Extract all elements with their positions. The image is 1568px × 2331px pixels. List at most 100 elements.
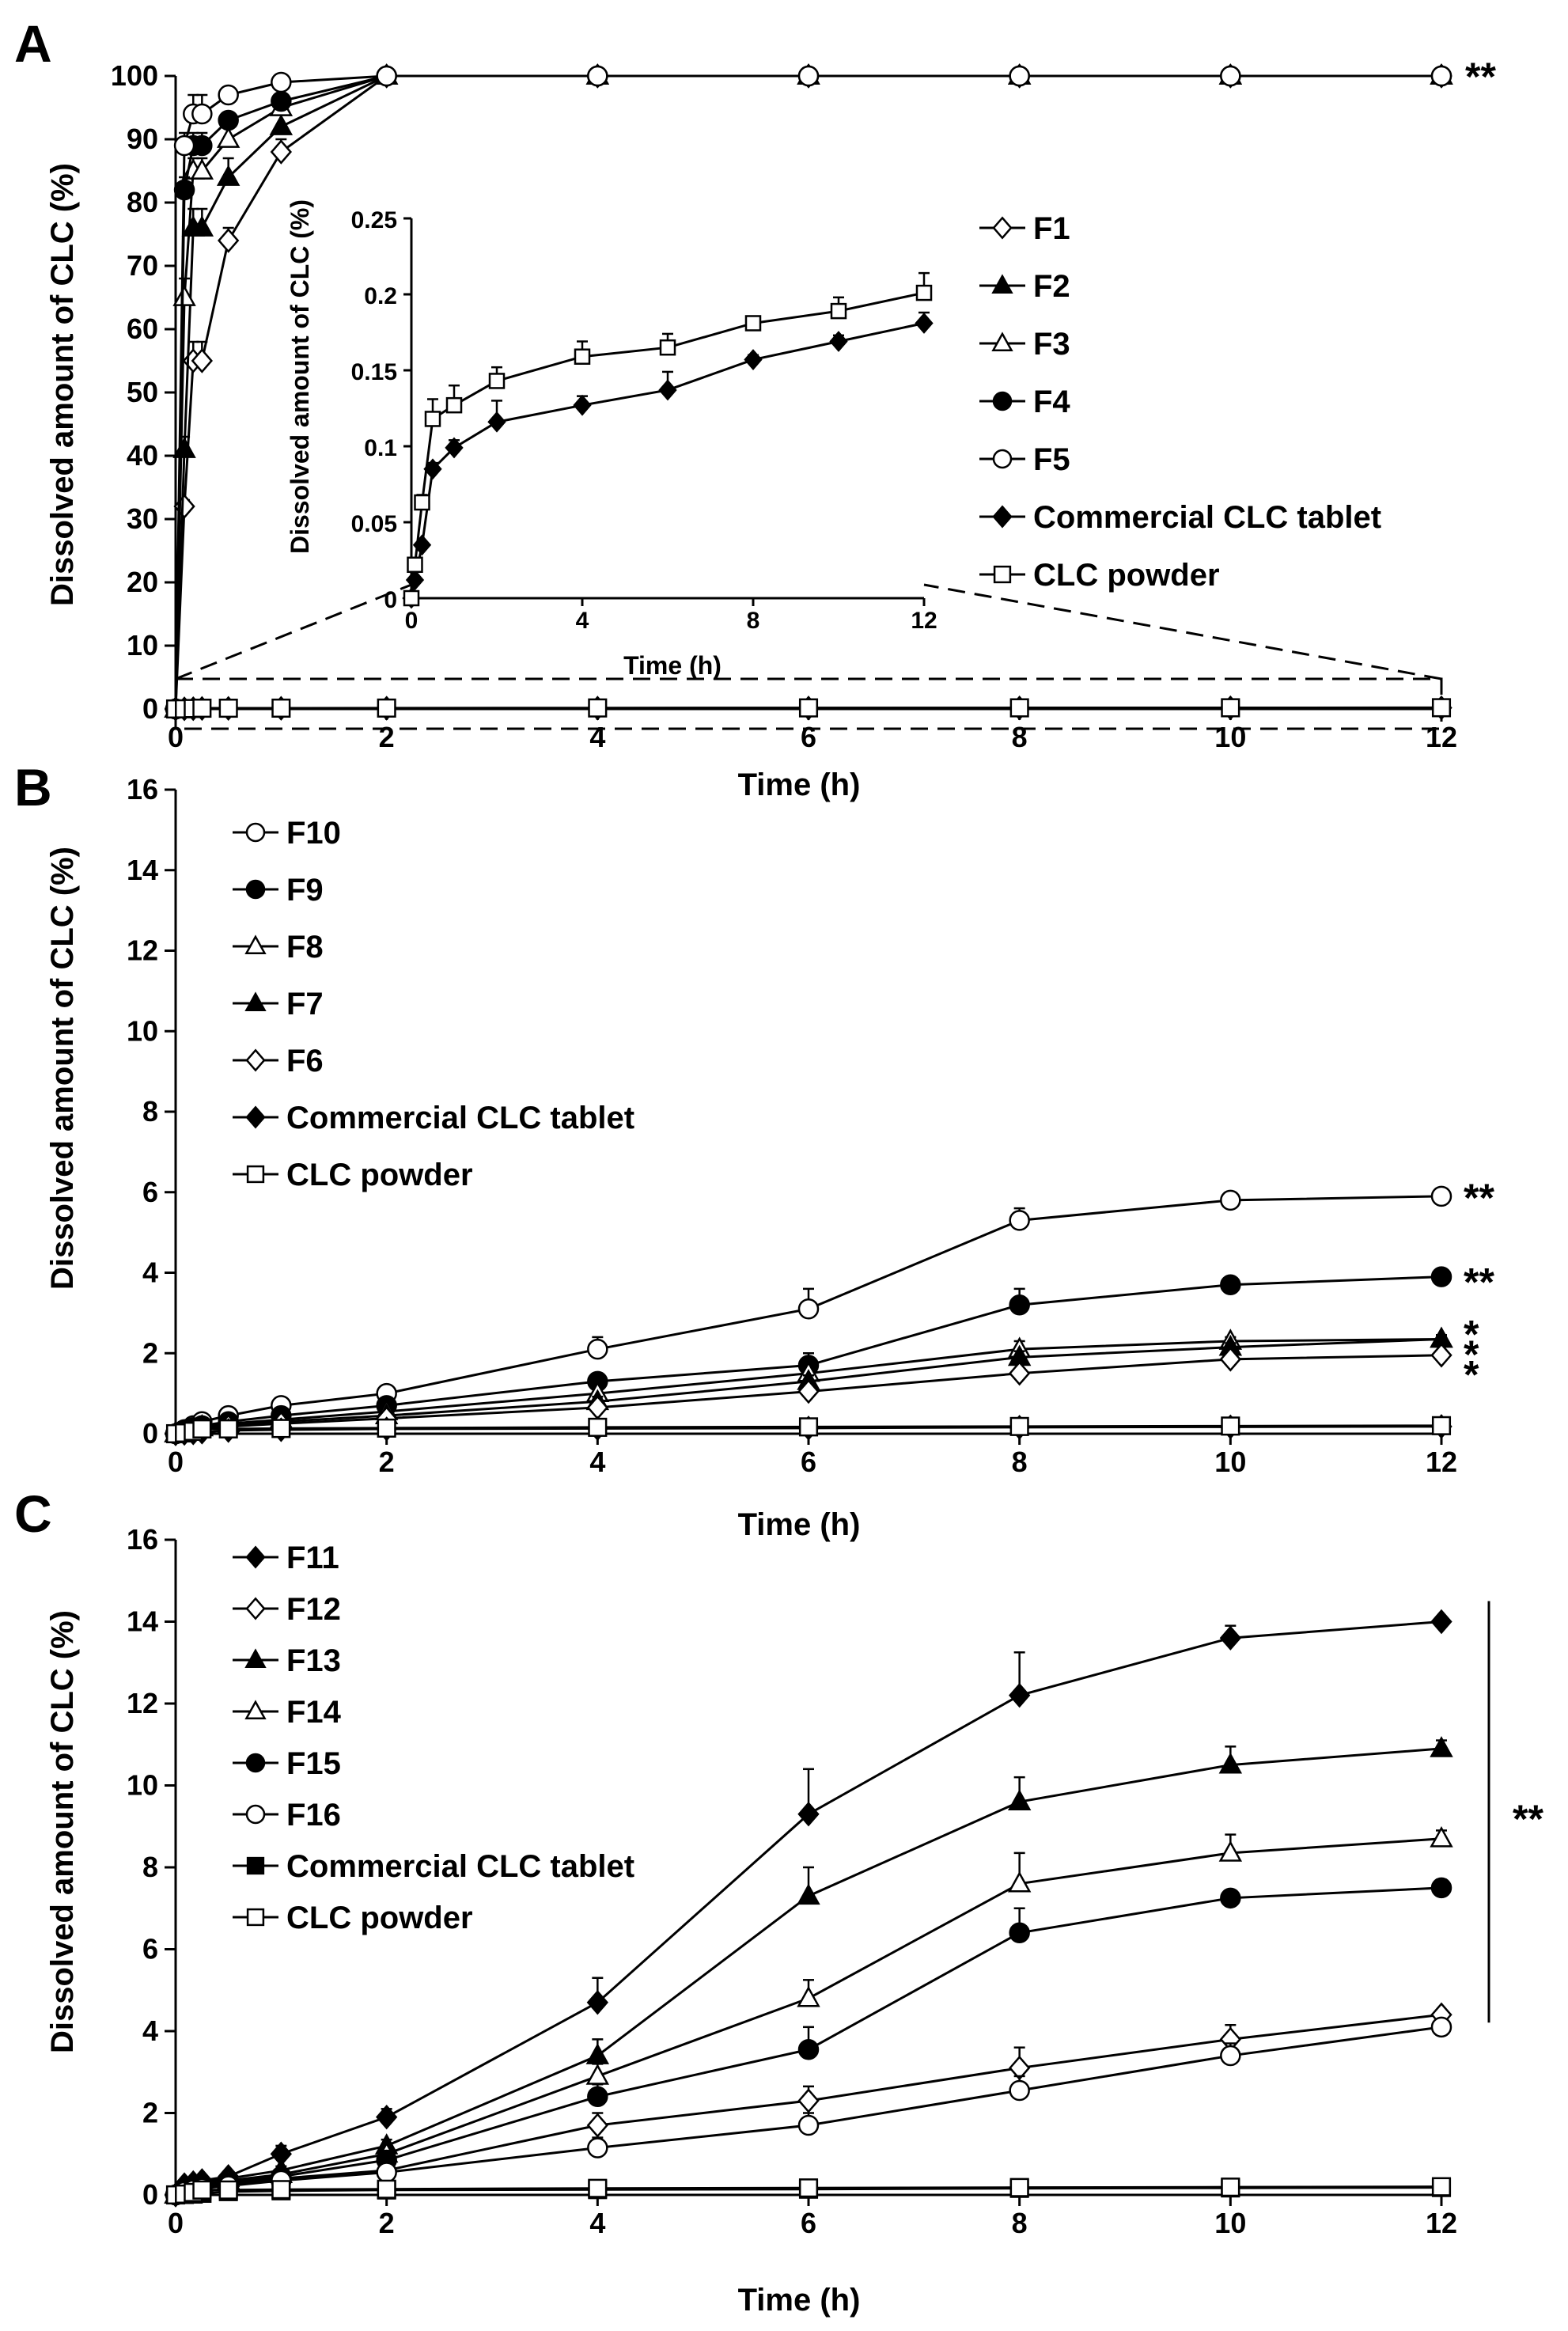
panel-a-series-clc-powder-point xyxy=(1431,698,1452,718)
panel-b-y-tick-label: 6 xyxy=(142,1176,158,1208)
panel-a-series-f1 xyxy=(165,63,1452,722)
panel-a-legend-label: F5 xyxy=(1033,442,1070,477)
panel-c-y-tick-label: 6 xyxy=(142,1933,158,1965)
panel-c-series-clc-powder-point xyxy=(271,2180,291,2200)
inset-series-clc-powder-point xyxy=(488,373,506,389)
panel-c-series-clc-powder-point xyxy=(1221,2177,1240,2197)
panel-c-series-clc-powder xyxy=(165,2177,1452,2205)
panel-b-series-f9-point xyxy=(1009,1294,1030,1316)
panel-b-y-tick-label: 8 xyxy=(142,1095,158,1128)
panel-c-x-tick-label: 0 xyxy=(168,2207,184,2239)
inset-x-tick-label: 8 xyxy=(747,608,760,634)
panel-a-series-f5-point xyxy=(218,84,239,106)
panel-c-legend-label: F12 xyxy=(286,1592,341,1627)
panel-c-series-f15-point xyxy=(1220,1887,1241,1909)
panel-b-legend-label: F10 xyxy=(286,816,341,851)
panel-c-series-f16-point xyxy=(1220,2045,1241,2067)
panel-c-series-f13-point xyxy=(797,1883,820,1905)
panel-c-x-tick-label: 10 xyxy=(1214,2207,1246,2239)
panel-c-y-tick-label: 16 xyxy=(127,1523,158,1556)
panel-b-x-tick-label: 12 xyxy=(1426,1446,1457,1478)
panel-c-legend-item-f12: F12 xyxy=(233,1592,341,1627)
panel-c-legend-item-f16: F16 xyxy=(233,1798,341,1833)
panel-c-series-f15-point xyxy=(797,2039,820,2060)
panel-b-legend-label: F9 xyxy=(286,873,324,908)
panel-a-series-f3-line xyxy=(174,74,1441,710)
panel-c-y-tick-label: 4 xyxy=(142,2015,158,2047)
panel-a-legend-label: Commercial CLC tablet xyxy=(1033,500,1381,535)
inset-series-clc-powder-point xyxy=(403,589,420,607)
panel-a-series-clc-powder-point xyxy=(798,698,819,718)
panel-c-y-tick-label: 8 xyxy=(142,1851,158,1883)
panel-a-y-tick-label: 60 xyxy=(127,313,158,345)
panel-c-series-f14-point xyxy=(797,1985,820,2007)
panel-a-x-tick-label: 0 xyxy=(168,721,184,753)
panel-c-series-f16-point xyxy=(1009,2079,1030,2102)
panel-a: A Dissolved amount of CLC (%) Time (h) 0… xyxy=(14,14,1496,802)
panel-b-y-tick-label: 4 xyxy=(142,1256,158,1289)
panel-a-legend-marker xyxy=(991,332,1013,352)
panel-c-significance-mark: ** xyxy=(1513,1797,1543,1841)
panel-c-series-clc-powder-point xyxy=(588,2178,608,2198)
panel-a-series-f1-line xyxy=(174,74,1441,710)
panel-a-series-f3-point xyxy=(216,127,241,148)
panel-a-series-f4-point xyxy=(271,90,292,112)
panel-a-series-f2-point xyxy=(269,114,294,135)
panel-c-series-f13-point xyxy=(1430,1736,1453,1757)
panel-c-y-tick-label: 10 xyxy=(127,1769,158,1802)
panel-b-legend-marker xyxy=(246,1165,265,1184)
panel-a-series-f5 xyxy=(165,65,1452,720)
panel-a-letter: A xyxy=(14,14,52,73)
panel-c-series-f16-point xyxy=(797,2114,820,2136)
panel-a-series-f5-point xyxy=(587,65,608,87)
panel-b-legend-label: CLC powder xyxy=(286,1158,473,1192)
panel-c-series-f14-point xyxy=(1430,1825,1453,1848)
panel-b-series-f9-point xyxy=(1430,1266,1452,1287)
panel-c-legend-marker xyxy=(246,1908,265,1927)
panel-c-legend-marker xyxy=(245,1753,266,1773)
panel-a-series-f5-point xyxy=(1430,65,1452,87)
inset-y-tick-label: 0.15 xyxy=(351,359,397,385)
inset-series-clc-powder-point xyxy=(830,302,847,320)
panel-c-legend-label: F11 xyxy=(286,1541,339,1575)
panel-c-series-f16-point xyxy=(376,2162,397,2183)
panel-a-legend-item-f3: F3 xyxy=(979,327,1070,362)
panel-c-series-f11-point xyxy=(1430,1609,1452,1635)
panel-b-legend-marker xyxy=(244,934,267,955)
panel-c-series-f11-point xyxy=(376,2104,398,2130)
panel-b-legend-marker xyxy=(245,879,266,900)
inset-series-commercial-clc-tablet-point xyxy=(744,349,763,370)
panel-a-series-f1-point xyxy=(270,139,292,165)
panel-a-series-clc-powder-point xyxy=(218,698,238,718)
panel-c-legend-label: F13 xyxy=(286,1643,341,1678)
panel-a-series-clc-powder-point xyxy=(271,698,291,718)
panel-b-series-clc-powder-point xyxy=(218,1419,238,1438)
panel-a-inset: Dissolved amount of CLC (%) Time (h) 0 0.… xyxy=(286,199,937,680)
panel-a-zoom-connector-left xyxy=(175,583,412,680)
panel-a-x-tick-label: 8 xyxy=(1012,721,1028,753)
panel-b-y-tick-label: 10 xyxy=(127,1014,158,1047)
panel-b-significance-mark: * xyxy=(1464,1332,1479,1377)
panel-b-legend: F10 F9 F8 F7 F6 Commercial CLC tablet CLC powd… xyxy=(233,816,634,1192)
panel-c-series-f11-point xyxy=(1009,1682,1031,1708)
panel-b-significance-mark: ** xyxy=(1464,1260,1494,1305)
panel-a-series-f3 xyxy=(164,63,1453,718)
panel-b-series-f6-point xyxy=(1009,1360,1031,1386)
panel-b-series-clc-powder-point xyxy=(1221,1416,1240,1436)
inset-series-clc-powder-point xyxy=(659,339,676,356)
panel-c-series-f15-point xyxy=(1430,1877,1452,1899)
panel-c-series-clc-powder-point xyxy=(377,2179,396,2199)
panel-b-legend-marker xyxy=(245,1048,266,1072)
panel-b-significance-mark: ** xyxy=(1464,1176,1494,1220)
panel-a-y-tick-label: 70 xyxy=(127,249,158,282)
panel-c-series-f13-point xyxy=(1007,1789,1032,1811)
inset-series-clc-powder-point xyxy=(915,284,933,301)
panel-c-legend-marker xyxy=(245,1597,266,1620)
panel-a-legend-item-f1: F1 xyxy=(979,211,1070,246)
panel-b-x-tick-label: 6 xyxy=(801,1446,816,1478)
inset-series-commercial-clc-tablet-line xyxy=(410,322,925,599)
panel-a-legend: F1 F2 F3 F4 F5 Commercial CLC tablet CLC powde… xyxy=(979,211,1381,593)
panel-b-legend-item-f9: F9 xyxy=(233,873,324,908)
panel-a-x-tick-label: 4 xyxy=(589,721,605,753)
panel-a-legend-marker xyxy=(993,565,1012,584)
